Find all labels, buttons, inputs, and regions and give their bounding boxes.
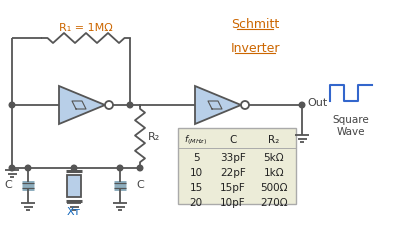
Text: 270Ω: 270Ω	[260, 198, 288, 208]
Text: 1kΩ: 1kΩ	[263, 168, 284, 178]
Text: R₁ = 1MΩ: R₁ = 1MΩ	[59, 23, 113, 33]
Text: R₂: R₂	[148, 131, 160, 142]
Text: C: C	[4, 181, 12, 190]
Circle shape	[9, 102, 15, 108]
Text: 15pF: 15pF	[220, 183, 246, 193]
Text: C: C	[136, 181, 144, 190]
Text: Xᴛ: Xᴛ	[67, 207, 81, 217]
FancyBboxPatch shape	[178, 128, 296, 204]
Text: R₂: R₂	[268, 135, 280, 145]
Text: Square
Wave: Square Wave	[332, 115, 369, 137]
Bar	[67, 174, 81, 197]
Polygon shape	[59, 86, 105, 124]
Circle shape	[71, 165, 77, 171]
Circle shape	[137, 165, 143, 171]
Text: Inverter: Inverter	[230, 42, 280, 55]
Text: 15: 15	[190, 183, 203, 193]
Circle shape	[241, 101, 249, 109]
Text: 5kΩ: 5kΩ	[263, 153, 284, 163]
Text: 10pF: 10pF	[220, 198, 246, 208]
Circle shape	[299, 102, 305, 108]
Text: Schmitt: Schmitt	[231, 18, 279, 31]
Circle shape	[9, 165, 15, 171]
Text: 20: 20	[190, 198, 202, 208]
Text: $f_{(MHz)}$: $f_{(MHz)}$	[185, 133, 208, 147]
Text: C: C	[229, 135, 237, 145]
Text: 500Ω: 500Ω	[260, 183, 288, 193]
Circle shape	[127, 102, 133, 108]
Text: 5: 5	[193, 153, 199, 163]
Text: 10: 10	[190, 168, 202, 178]
Text: Out: Out	[307, 98, 327, 108]
Text: 22pF: 22pF	[220, 168, 246, 178]
Circle shape	[117, 165, 123, 171]
Polygon shape	[195, 86, 241, 124]
Text: 33pF: 33pF	[220, 153, 246, 163]
Circle shape	[105, 101, 113, 109]
Circle shape	[25, 165, 31, 171]
